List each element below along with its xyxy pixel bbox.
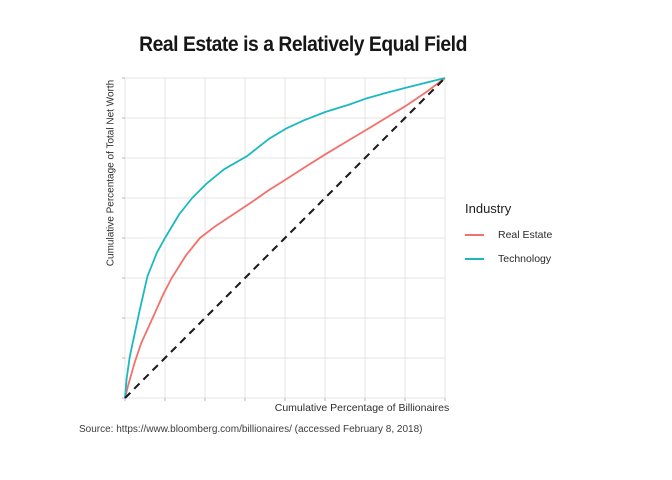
legend-title: Industry <box>465 201 512 216</box>
chart-title: Real Estate is a Relatively Equal Field <box>139 33 467 56</box>
real-estate-line-swatch <box>465 233 484 236</box>
source-note: Source: https://www.bloomberg.com/billio… <box>79 424 423 435</box>
legend-item-real-estate: Real Estate <box>465 228 553 241</box>
technology-line-swatch <box>465 257 484 260</box>
y-axis-label: Cumulative Percentage of Total Net Worth <box>105 79 117 267</box>
legend-label-real-estate: Real Estate <box>498 228 553 241</box>
legend-item-technology: Technology <box>465 252 552 265</box>
legend: Industry Real Estate Technology <box>465 201 552 277</box>
data-series <box>124 77 446 399</box>
axis-ticks <box>122 77 446 401</box>
x-axis-label: Cumulative Percentage of Billionaires <box>274 402 450 414</box>
legend-label-technology: Technology <box>498 252 552 265</box>
